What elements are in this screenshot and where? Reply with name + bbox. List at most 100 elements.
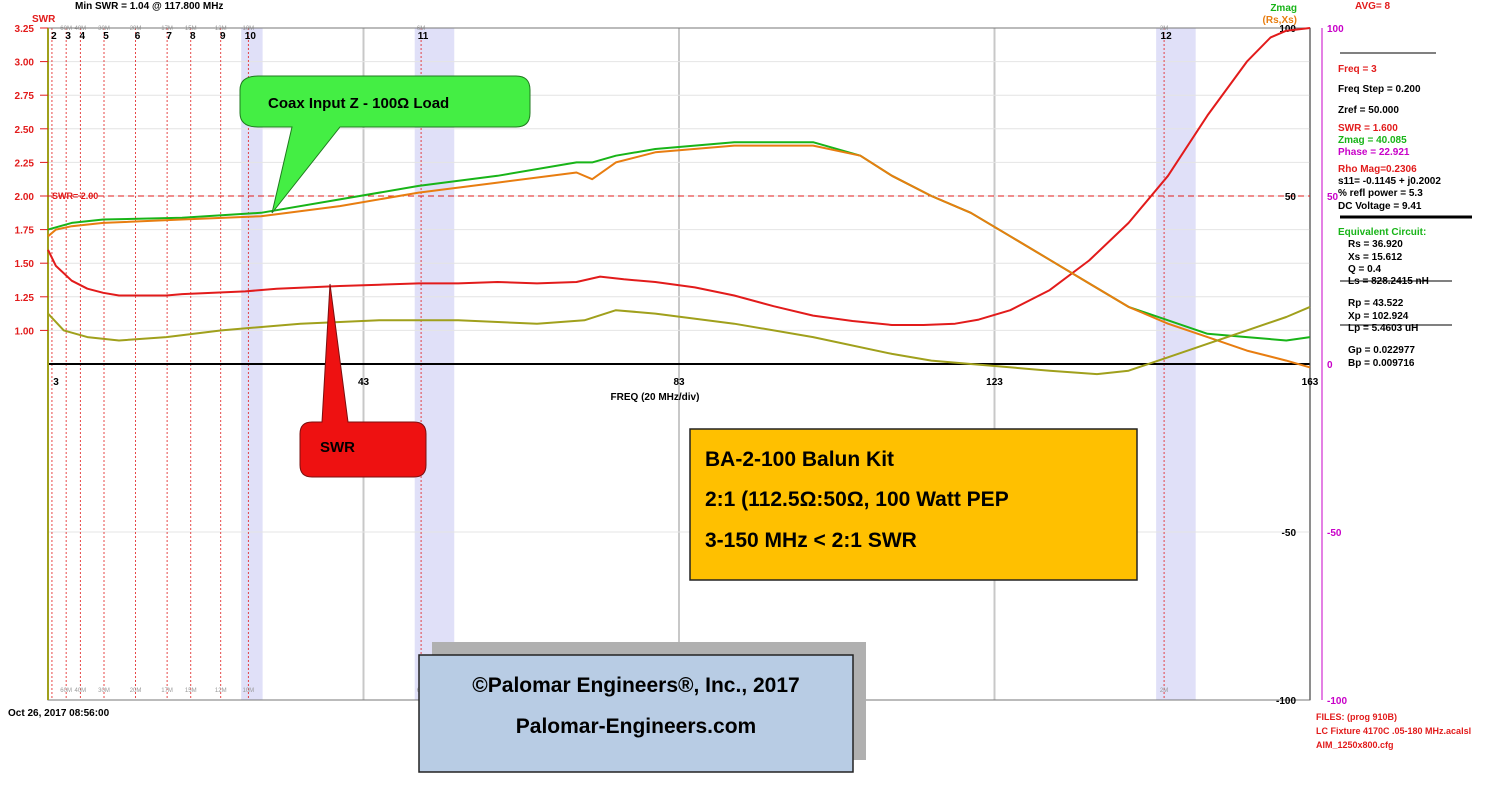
panel-rho: Rho Mag=0.2306 bbox=[1338, 163, 1417, 175]
band-label-top-5: 15M bbox=[185, 26, 197, 32]
outer-right-tick-2: 0 bbox=[1327, 360, 1333, 371]
panel-swr: SWR = 1.600 bbox=[1338, 122, 1398, 134]
panel-eq-title: Equivalent Circuit: bbox=[1338, 226, 1427, 238]
band-label-top-7: 10M bbox=[243, 26, 255, 32]
outer-right-tick-3: -50 bbox=[1327, 528, 1342, 539]
x-tick-3: 123 bbox=[986, 377, 1003, 388]
panel-freq: Freq = 3 bbox=[1338, 64, 1377, 75]
info-box bbox=[689, 428, 1138, 581]
right-tick-2: -50 bbox=[1282, 528, 1297, 539]
right-tick-1: 50 bbox=[1285, 192, 1297, 203]
panel-refl: % refl power = 5.3 bbox=[1338, 188, 1423, 200]
swr-ref-label: SWR= 2.00 bbox=[52, 191, 98, 201]
marker-label-9: 9 bbox=[220, 31, 226, 42]
panel-phase: Phase = 22.921 bbox=[1338, 147, 1410, 159]
left-tick-1: 3.00 bbox=[15, 58, 35, 69]
panel-freq-step: Freq Step = 0.200 bbox=[1338, 84, 1421, 96]
timestamp: Oct 26, 2017 08:56:00 bbox=[8, 708, 110, 719]
panel-dcv: DC Voltage = 9.41 bbox=[1338, 200, 1422, 212]
x-tick-0: 3 bbox=[53, 377, 59, 388]
panel-xs: Xs = 15.612 bbox=[1348, 251, 1403, 263]
swr-callout-text: SWR bbox=[320, 439, 355, 456]
x-tick-1: 43 bbox=[358, 377, 370, 388]
left-tick-4: 2.25 bbox=[15, 158, 35, 169]
band-label-bottom-2: 30M bbox=[98, 688, 110, 694]
series-swr-line bbox=[47, 27, 1311, 326]
panel-rp: Rp = 43.522 bbox=[1348, 298, 1404, 310]
files-line-3: AIM_1250x800.cfg bbox=[1316, 740, 1394, 750]
series-zmag-line bbox=[47, 141, 1311, 342]
band-label-top-2: 30M bbox=[98, 26, 110, 32]
coax-callout-text: Coax Input Z - 100Ω Load bbox=[268, 95, 449, 112]
copyright-line-2: Palomar-Engineers.com bbox=[516, 715, 756, 738]
panel-xp: Xp = 102.924 bbox=[1348, 310, 1409, 322]
files-line-1: FILES: (prog 910B) bbox=[1316, 712, 1397, 722]
copyright-line-1: ©Palomar Engineers®, Inc., 2017 bbox=[472, 674, 799, 697]
left-tick-0: 3.25 bbox=[15, 24, 35, 35]
files-line-2: LC Fixture 4170C .05-180 MHz.acalsl bbox=[1316, 726, 1471, 736]
series-rs-line bbox=[47, 144, 1311, 369]
panel-bp: Bp = 0.009716 bbox=[1348, 357, 1415, 369]
x-tick-4: 163 bbox=[1302, 377, 1319, 388]
marker-label-3: 3 bbox=[65, 31, 71, 42]
panel-lp: Lp = 5.4603 uH bbox=[1348, 323, 1419, 335]
left-tick-9: 1.00 bbox=[15, 326, 35, 337]
band-label-bottom-1: 40M bbox=[75, 688, 87, 694]
swr-axis-title: SWR bbox=[32, 14, 56, 25]
panel-zmag: Zmag = 40.085 bbox=[1338, 135, 1407, 147]
band-label-bottom-4: 17M bbox=[161, 688, 173, 694]
panel-rs: Rs = 36.920 bbox=[1348, 239, 1403, 251]
band-label-top-6: 12M bbox=[215, 26, 227, 32]
marker-label-4: 4 bbox=[80, 31, 86, 42]
info-line-1: BA-2-100 Balun Kit bbox=[705, 448, 894, 471]
band-label-top-1: 40M bbox=[75, 26, 87, 32]
outer-right-tick-1: 50 bbox=[1327, 192, 1339, 203]
panel-gp: Gp = 0.022977 bbox=[1348, 345, 1415, 357]
band-label-bottom-7: 10M bbox=[243, 688, 255, 694]
x-tick-2: 83 bbox=[673, 377, 685, 388]
marker-label-7: 7 bbox=[166, 31, 172, 42]
marker-label-11: 11 bbox=[418, 31, 429, 42]
min-swr-readout: Min SWR = 1.04 @ 117.800 MHz bbox=[75, 1, 223, 12]
coax-callout-bubble bbox=[239, 75, 531, 214]
marker-label-12: 12 bbox=[1161, 31, 1173, 42]
band-label-top-0: 60M bbox=[60, 26, 72, 32]
band-label-top-8: 6M bbox=[417, 26, 425, 32]
readout-panel: Freq = 3 Freq Step = 0.200 Zref = 50.000… bbox=[1338, 56, 1478, 370]
left-tick-5: 2.00 bbox=[15, 192, 35, 203]
left-tick-6: 1.75 bbox=[15, 226, 35, 237]
band-label-top-3: 20M bbox=[130, 26, 142, 32]
band-label-top-4: 17M bbox=[161, 26, 173, 32]
band-label-top-9: 2M bbox=[1160, 26, 1168, 32]
marker-label-5: 5 bbox=[103, 31, 109, 42]
right-tick-0: 100 bbox=[1279, 24, 1296, 35]
info-line-2: 2:1 (112.5Ω:50Ω, 100 Watt PEP bbox=[705, 488, 1009, 511]
swr-callout-bubble bbox=[299, 283, 427, 478]
info-line-3: 3-150 MHz < 2:1 SWR bbox=[705, 529, 917, 552]
outer-right-tick-0: 100 bbox=[1327, 24, 1344, 35]
band-label-bottom-0: 60M bbox=[60, 688, 72, 694]
band-label-bottom-5: 15M bbox=[185, 688, 197, 694]
x-axis-label: FREQ (20 MHz/div) bbox=[611, 392, 700, 403]
band-label-bottom-3: 20M bbox=[130, 688, 142, 694]
left-tick-8: 1.25 bbox=[15, 293, 35, 304]
series-xs-line bbox=[47, 305, 1311, 376]
avg-readout: AVG= 8 bbox=[1355, 1, 1391, 12]
panel-ls: Ls = 828.2415 nH bbox=[1348, 276, 1429, 288]
marker-label-10: 10 bbox=[245, 31, 257, 42]
zmag-axis-title: Zmag bbox=[1270, 3, 1297, 14]
left-tick-3: 2.50 bbox=[15, 125, 35, 136]
panel-s11: s11= -0.1145 + j0.2002 bbox=[1338, 176, 1441, 188]
marker-label-6: 6 bbox=[135, 31, 141, 42]
panel-zref: Zref = 50.000 bbox=[1338, 104, 1399, 116]
band-label-bottom-9: 2M bbox=[1160, 688, 1168, 694]
panel-q: Q = 0.4 bbox=[1348, 263, 1382, 275]
marker-label-2: 2 bbox=[51, 31, 57, 42]
copyright-box bbox=[418, 654, 854, 773]
left-tick-2: 2.75 bbox=[15, 91, 35, 102]
marker-label-8: 8 bbox=[190, 31, 196, 42]
rsxs-axis-title: (Rs,Xs) bbox=[1263, 15, 1297, 26]
right-tick-3: -100 bbox=[1276, 696, 1296, 707]
outer-right-tick-4: -100 bbox=[1327, 696, 1347, 707]
